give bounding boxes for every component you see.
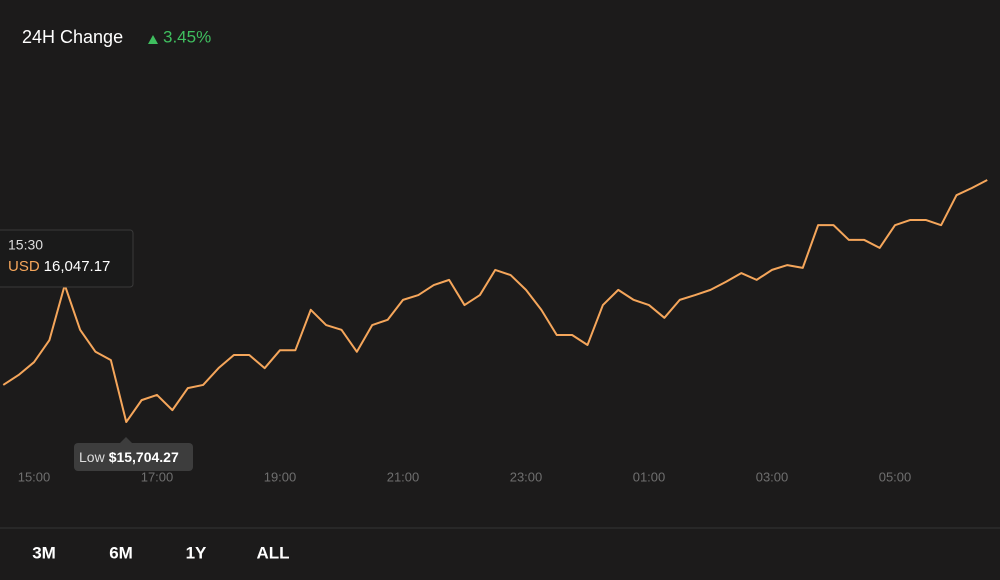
x-tick-label: 05:00 xyxy=(879,469,912,484)
range-button[interactable]: ALL xyxy=(256,543,289,562)
low-box xyxy=(74,443,193,471)
x-tick-label: 19:00 xyxy=(264,469,297,484)
tooltip: 15:30 USD 16,047.17 xyxy=(0,229,134,288)
header-title: 24H Change xyxy=(22,27,123,47)
low-price: $15,704.27 xyxy=(109,449,179,465)
tooltip-price: 16,047.17 xyxy=(44,258,111,275)
range-button[interactable]: 6M xyxy=(109,543,133,562)
x-tick-label: 15:00 xyxy=(18,469,51,484)
x-tick-label: 21:00 xyxy=(387,469,420,484)
x-tick-label: 01:00 xyxy=(633,469,666,484)
tooltip-box xyxy=(0,229,134,288)
low-text: Low $15,704.27 xyxy=(79,449,179,465)
range-button[interactable]: 1Y xyxy=(186,543,207,562)
plot: 15:00 17:00 19:00 21:00 23:00 01:00 03:00 05:00 xyxy=(2,179,988,484)
tooltip-value: USD 16,047.17 xyxy=(8,258,110,275)
x-tick-label: 23:00 xyxy=(510,469,543,484)
tooltip-currency: USD xyxy=(8,258,40,275)
price-line xyxy=(2,179,988,423)
range-buttons: 3M 6M 1Y ALL xyxy=(32,543,289,562)
x-tick-label: 17:00 xyxy=(141,469,174,484)
range-button[interactable]: 3M xyxy=(32,543,56,562)
low-label: Low $15,704.27 xyxy=(74,437,193,471)
low-caption: Low xyxy=(79,449,106,465)
tooltip-time: 15:30 xyxy=(8,237,43,253)
change-value: 3.45% xyxy=(163,27,211,46)
x-tick-label: 03:00 xyxy=(756,469,789,484)
up-arrow xyxy=(148,35,158,44)
low-pointer xyxy=(120,437,132,443)
